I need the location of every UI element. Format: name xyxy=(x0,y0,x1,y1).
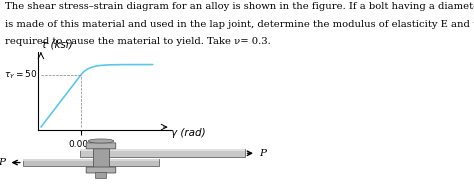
Bar xyxy=(23,159,159,166)
Bar xyxy=(93,148,109,167)
FancyBboxPatch shape xyxy=(86,167,116,173)
Text: The shear stress–strain diagram for an alloy is shown in the figure. If a bolt h: The shear stress–strain diagram for an a… xyxy=(5,2,474,11)
Text: P: P xyxy=(0,158,5,167)
Bar xyxy=(80,149,245,151)
Bar xyxy=(80,149,245,157)
Text: τ (ksi): τ (ksi) xyxy=(41,40,73,50)
Text: required to cause the material to yield. Take ν= 0.3.: required to cause the material to yield.… xyxy=(5,37,271,46)
Ellipse shape xyxy=(88,139,114,143)
Text: P: P xyxy=(259,149,266,158)
Bar xyxy=(95,172,107,178)
Text: is made of this material and used in the lap joint, determine the modulus of ela: is made of this material and used in the… xyxy=(5,20,474,28)
Text: $\tau_Y = 50$: $\tau_Y = 50$ xyxy=(3,69,37,81)
Text: γ (rad): γ (rad) xyxy=(171,128,205,138)
Bar xyxy=(23,159,159,161)
FancyBboxPatch shape xyxy=(86,143,116,149)
